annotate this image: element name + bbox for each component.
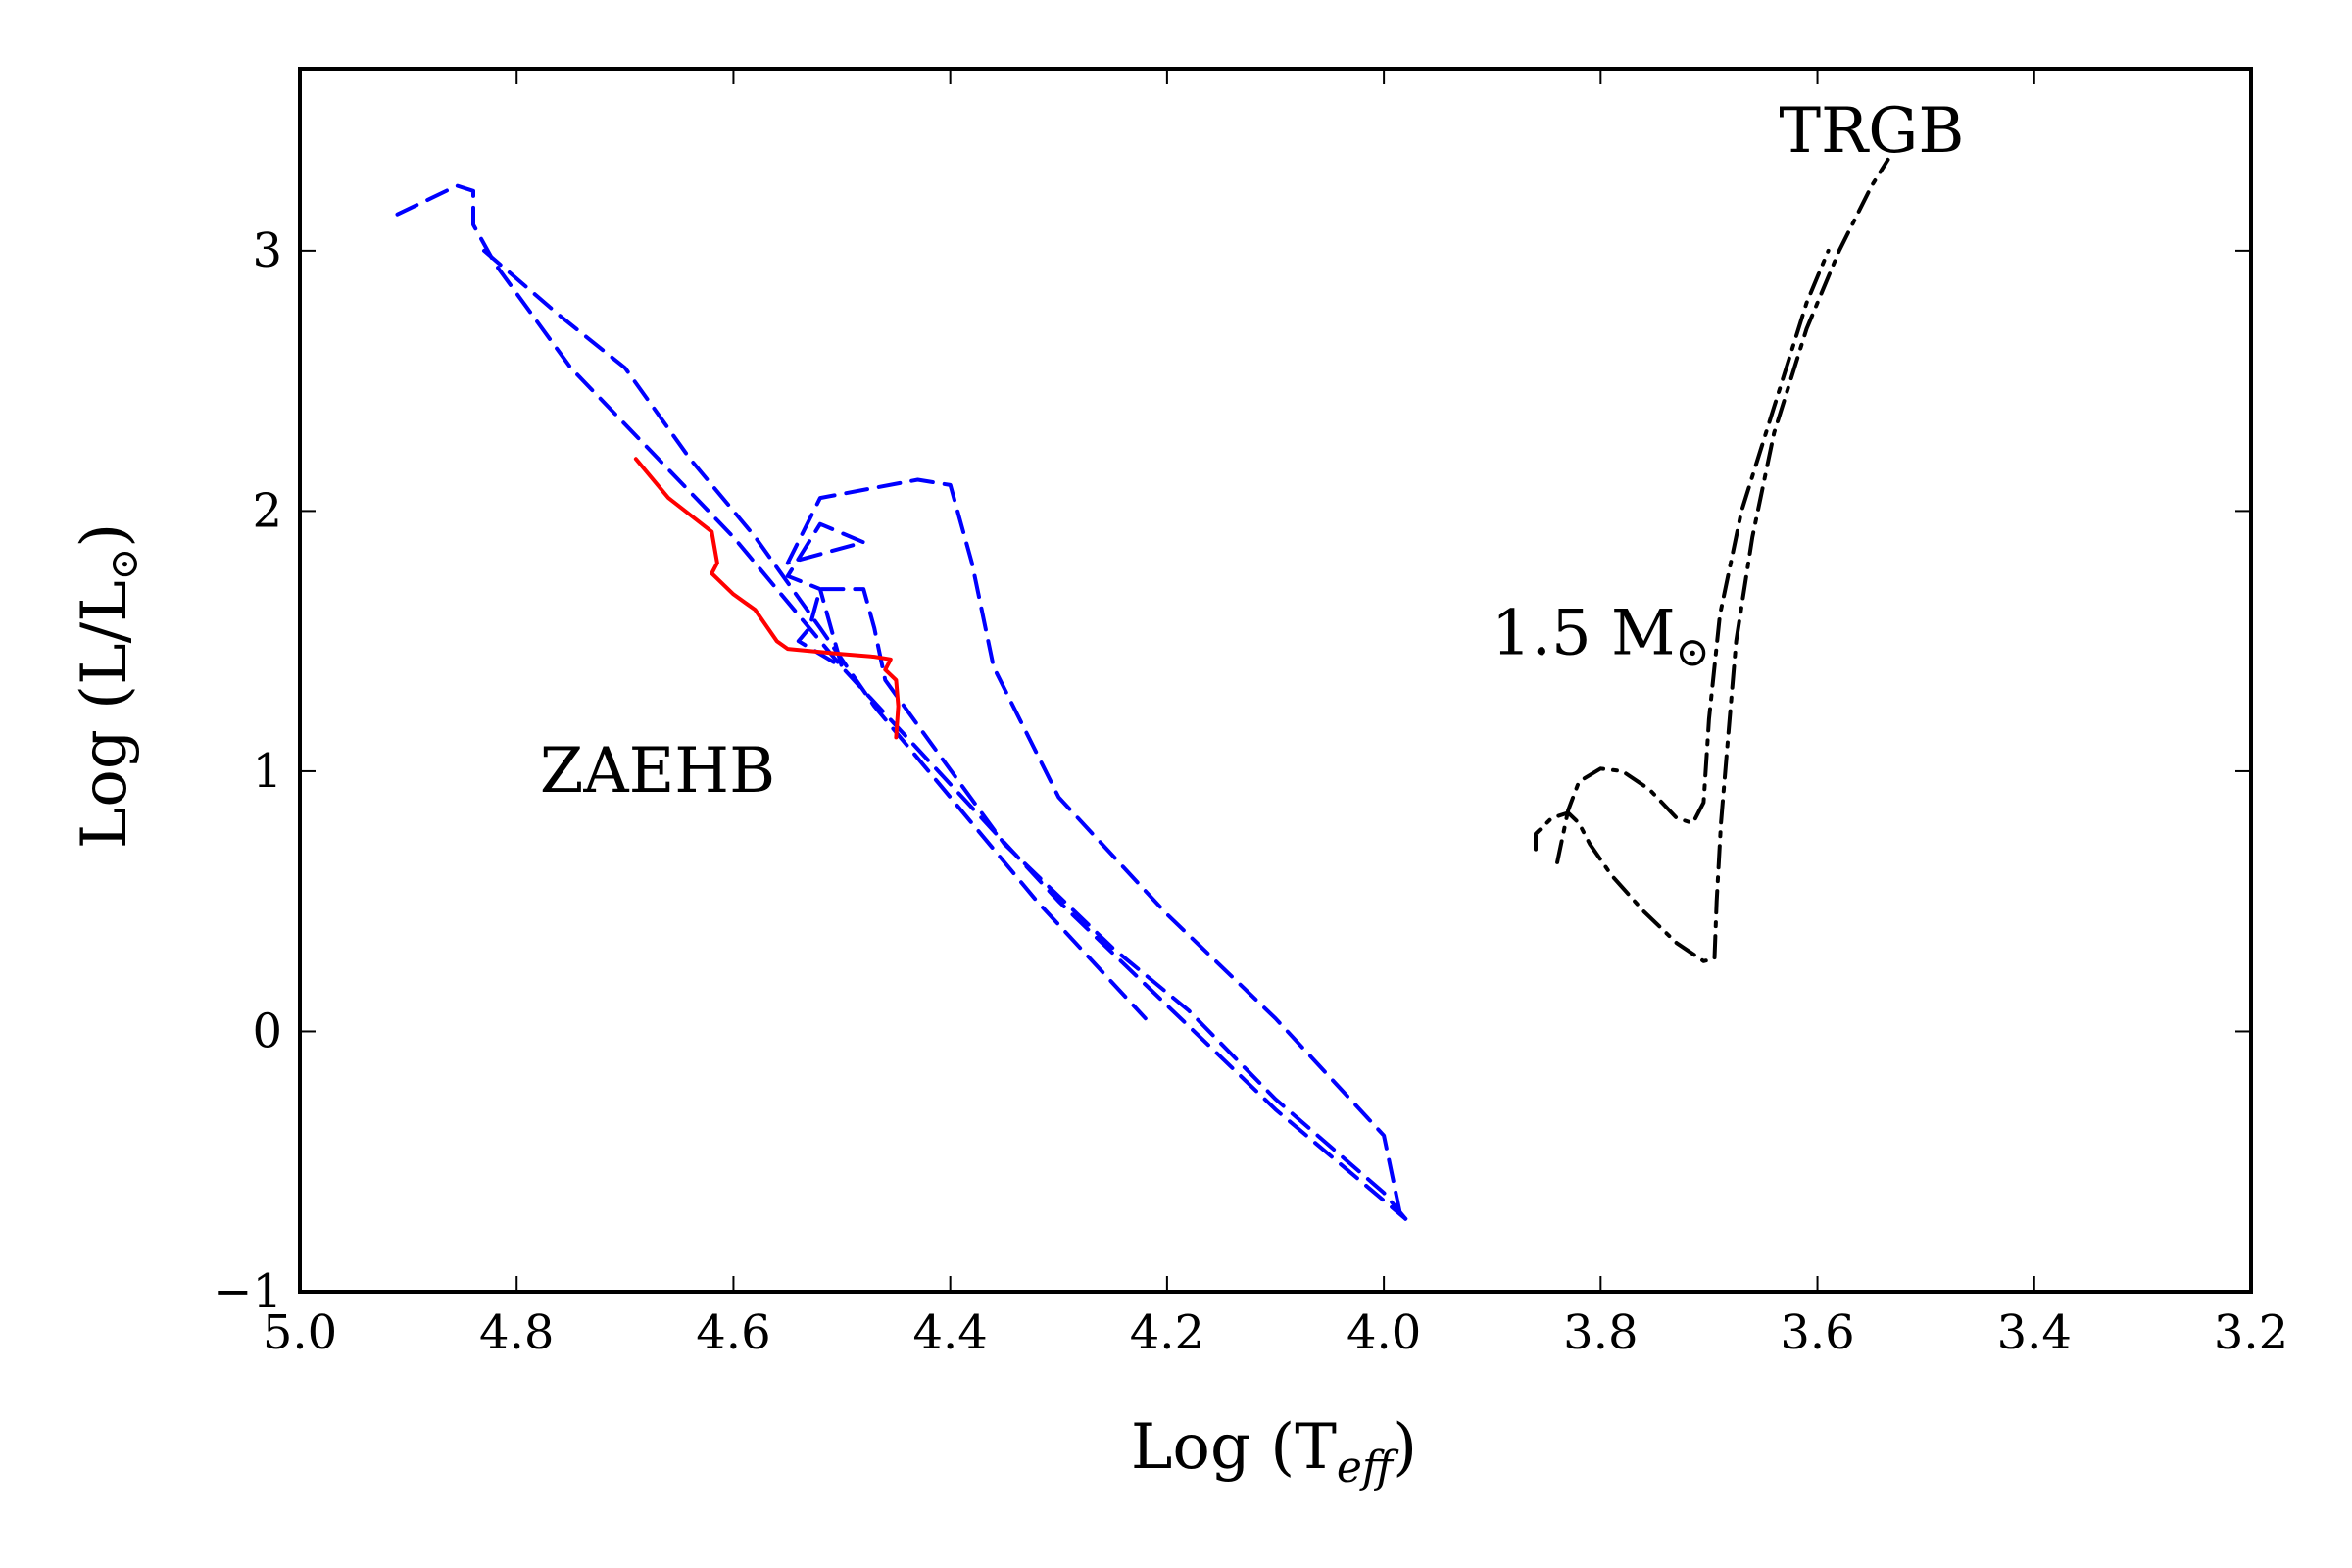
x-tick-label: 5.0	[263, 1305, 337, 1360]
series-line-4	[482, 248, 1148, 1021]
x-tick-label: 4.2	[1130, 1305, 1204, 1360]
x-tick-label: 4.6	[696, 1305, 770, 1360]
annotation-zaehb: ZAEHB	[540, 735, 775, 808]
annotation-mass-subscript: ⊙	[1676, 627, 1710, 675]
annotation-mass: 1.5 M⊙	[1492, 597, 1710, 675]
x-tick-label: 3.8	[1563, 1305, 1638, 1360]
annotation-zaehb-text: ZAEHB	[540, 735, 775, 808]
series-line-5	[633, 457, 901, 740]
annotations-group: TRGB 1.5 M⊙ ZAEHB	[540, 95, 1964, 808]
x-axis-title: Log (Teff)	[1131, 1411, 1417, 1493]
y-tick-label: −1	[213, 1264, 282, 1319]
plot-frame	[298, 67, 2253, 1294]
annotation-trgb: TRGB	[1779, 95, 1964, 168]
y-tick-label: 0	[252, 1004, 282, 1058]
x-tick-label: 3.4	[1997, 1305, 2072, 1360]
x-axis-title-subscript: eff	[1337, 1443, 1399, 1493]
y-tick-label: 3	[252, 223, 282, 278]
series-line-2	[785, 477, 1408, 1221]
y-tick-label: 1	[252, 744, 282, 799]
series-line-0	[1534, 157, 1890, 963]
y-axis-title-subscript: ⊙	[102, 548, 147, 581]
y-axis-title-close: )	[69, 523, 141, 548]
series-line-1	[1555, 248, 1831, 864]
y-axis-title-main: Log (L/L	[69, 580, 141, 849]
x-tick-label: 3.6	[1780, 1305, 1854, 1360]
y-axis-title: Log (L/L⊙)	[69, 523, 147, 849]
x-axis-title-main: Log (T	[1131, 1411, 1337, 1484]
x-axis-ticks: 5.0 4.8 4.6 4.4 4.2 4.0 3.8 3.6 3.4 3.2	[263, 69, 2288, 1360]
y-axis-ticks: −1 0 1 2 3	[213, 223, 2251, 1319]
annotation-trgb-text: TRGB	[1779, 95, 1964, 168]
x-axis-title-close: )	[1393, 1411, 1417, 1484]
x-tick-label: 3.2	[2214, 1305, 2288, 1360]
annotation-mass-text: 1.5 M	[1492, 597, 1676, 669]
x-tick-label: 4.4	[912, 1305, 987, 1360]
x-tick-label: 4.8	[479, 1305, 554, 1360]
plot-series-group	[395, 157, 1890, 1221]
x-tick-label: 4.0	[1347, 1305, 1421, 1360]
series-line-3	[395, 183, 1408, 1221]
y-tick-label: 2	[252, 483, 282, 538]
